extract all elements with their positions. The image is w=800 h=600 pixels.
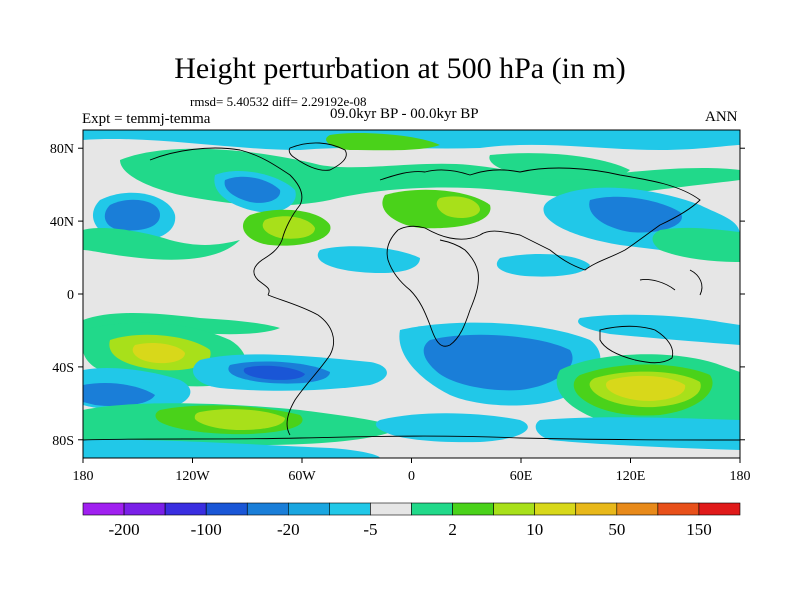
longitude-axis: 180 120W 60W 0 60E 120E 180 [73, 458, 751, 484]
colorbar-swatch [370, 502, 412, 516]
experiment-label: Expt = temmj-temma [82, 111, 211, 127]
stats-line: rmsd= 5.40532 diff= 2.29192e-08 [190, 94, 367, 109]
colorbar-swatch [205, 502, 248, 516]
colorbar-label: -20 [277, 520, 300, 539]
lon-label: 180 [730, 469, 751, 484]
lon-label: 120W [175, 469, 210, 484]
colorbar-swatch [164, 502, 207, 516]
colorbar-label: 150 [686, 520, 712, 539]
lon-label: 120E [616, 469, 646, 484]
colorbar-swatch [246, 502, 289, 516]
colorbar-swatch [575, 502, 618, 516]
lon-label: 0 [408, 469, 415, 484]
colorbar-swatch [493, 502, 535, 516]
colorbar-swatch [616, 502, 659, 516]
latitude-axis: 80N 40N 0 40S 80S [50, 142, 745, 449]
lat-label: 0 [67, 288, 74, 303]
lon-label: 60W [288, 469, 316, 484]
lat-label: 40S [52, 361, 74, 376]
colorbar-swatch [657, 502, 700, 516]
colorbar-swatch [329, 502, 371, 516]
map-title: Height perturbation at 500 hPa (in m) [174, 52, 626, 85]
colorbar-label: 2 [448, 520, 457, 539]
colorbar-swatch [534, 502, 577, 516]
coastlines [83, 142, 740, 441]
colorbar-swatch [452, 502, 494, 516]
lat-label: 40N [50, 215, 74, 230]
lon-label: 180 [73, 469, 94, 484]
colorbar-label: 10 [526, 520, 543, 539]
colorbar-swatch [411, 502, 453, 516]
lat-label: 80S [52, 434, 74, 449]
season-label: ANN [705, 109, 738, 125]
colorbar: -200 -100 -20 -5 2 10 50 150 [82, 502, 741, 539]
colorbar-label: -200 [108, 520, 139, 539]
colorbar-label: 50 [608, 520, 625, 539]
colorbar-swatch [288, 502, 330, 516]
colorbar-swatch [123, 502, 166, 516]
contour-field [83, 130, 740, 458]
lat-label: 80N [50, 142, 74, 157]
colorbar-label: -100 [191, 520, 222, 539]
colorbar-swatch [82, 502, 125, 516]
lon-label: 60E [510, 469, 533, 484]
colorbar-label: -5 [363, 520, 377, 539]
period-label: 09.0kyr BP - 00.0kyr BP [330, 106, 479, 122]
colorbar-swatch [698, 502, 741, 516]
